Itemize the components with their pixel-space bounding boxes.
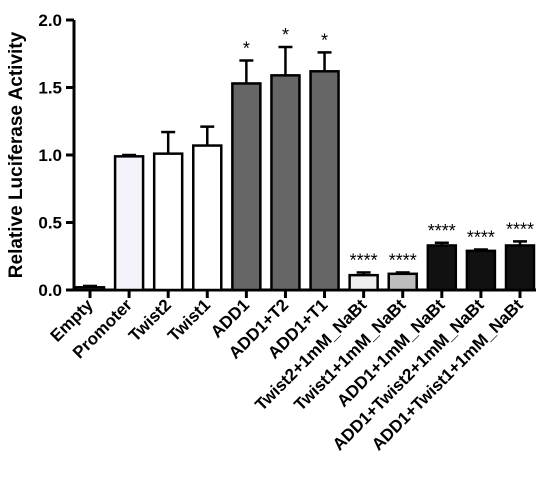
y-tick-label: 1.0 — [38, 146, 62, 165]
y-tick-label: 1.5 — [38, 79, 62, 98]
y-axis-label: Relative Luciferase Activity — [6, 31, 27, 278]
significance-label: * — [282, 25, 289, 45]
y-tick-label: 0.5 — [38, 214, 62, 233]
axes — [66, 18, 536, 298]
y-tick-label: 2.0 — [38, 11, 62, 30]
bar — [387, 272, 418, 292]
bar — [348, 273, 379, 292]
bar — [504, 244, 536, 292]
significance-label: **** — [350, 250, 378, 270]
bar — [113, 155, 145, 292]
bar — [74, 286, 106, 292]
bar — [465, 249, 497, 292]
significance-label: **** — [389, 250, 417, 270]
significance-label: * — [243, 39, 250, 59]
significance-label: **** — [506, 219, 534, 239]
bar — [192, 144, 223, 292]
y-tick-label: 0.0 — [38, 281, 62, 300]
bar — [309, 70, 340, 292]
significance-label: **** — [467, 228, 495, 248]
significance-label: * — [321, 30, 328, 50]
bars — [74, 45, 536, 292]
bar — [270, 74, 301, 292]
bar — [426, 244, 458, 292]
bar — [231, 82, 262, 292]
x-tick-label: Twist1 — [164, 295, 214, 345]
bar — [152, 152, 184, 292]
significance-label: **** — [428, 221, 456, 241]
x-tick-label: Twist2 — [125, 295, 175, 345]
